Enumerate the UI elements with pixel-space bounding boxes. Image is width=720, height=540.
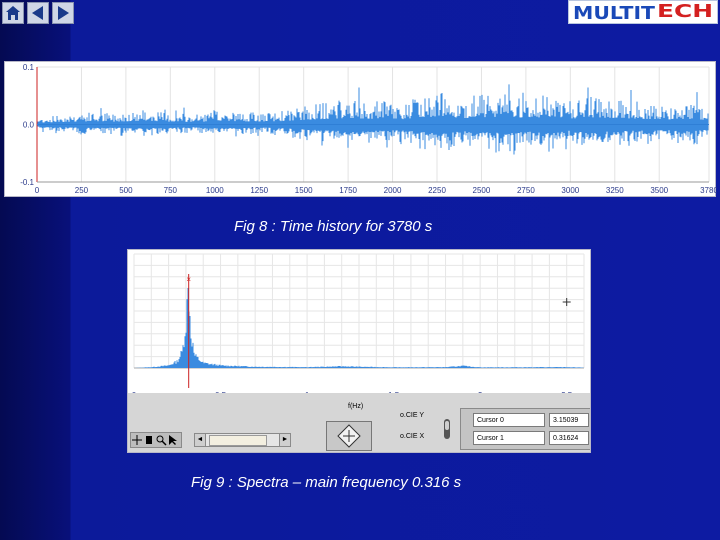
time-history-panel: 0 250 500 750 1000 1250 1500 1750 2000 2250 2500 27… [4, 61, 718, 197]
time-x-tick-label: 0 [35, 186, 40, 195]
multitech-logo: MULTIT ECH [568, 0, 718, 24]
axis-toggle-switch[interactable] [442, 417, 452, 441]
time-y-tick-label: -0.1 [20, 178, 34, 187]
cursor-1-value[interactable]: 0.31624 [549, 431, 589, 445]
time-x-tick-label: 750 [164, 186, 178, 195]
arrow-left-icon [32, 6, 43, 20]
time-x-tick-label: 2750 [517, 186, 535, 195]
time-x-tick-label: 1250 [250, 186, 268, 195]
logo-text-b: ECH [657, 1, 713, 22]
time-x-tick-label: 250 [75, 186, 89, 195]
time-x-tick-label: 3000 [561, 186, 579, 195]
hand-icon[interactable] [143, 433, 155, 447]
time-signal [37, 84, 709, 155]
caption-fig9: Fig 9 : Spectra – main frequency 0.316 s [191, 474, 462, 491]
navigation-bar [2, 2, 74, 24]
next-button[interactable] [52, 2, 74, 24]
caption-fig8: Fig 8 : Time history for 3780 s [234, 218, 433, 235]
time-x-tick-label: 1750 [339, 186, 357, 195]
logo-text-a: MULTIT [573, 3, 656, 23]
time-y-tick-label: 0.1 [23, 63, 35, 72]
scroll-right-arrow-icon[interactable]: ► [279, 434, 290, 446]
cursor-0-name[interactable]: Cursor 0 [473, 413, 545, 427]
home-button[interactable] [2, 2, 24, 24]
cursor-move-button[interactable] [326, 421, 372, 451]
diamond-arrows-icon [337, 424, 361, 448]
spectrum-panel: 00.511.522.5× f(Hz) ◄ ► [127, 249, 591, 453]
time-x-tick-label: 2250 [428, 186, 446, 195]
arrow-right-icon [58, 6, 69, 20]
time-y-tick-label: 0.0 [23, 121, 35, 130]
time-x-tick-label: 500 [119, 186, 133, 195]
cursor-legend: Cursor 0 3.15039 Cursor 1 0.31624 [460, 408, 590, 450]
freq-axis-label: f(Hz) [348, 403, 364, 410]
time-history-chart: 0 250 500 750 1000 1250 1500 1750 2000 2250 2500 27… [20, 63, 718, 195]
time-x-tick-label: 3250 [606, 186, 624, 195]
spectrum-signal [134, 288, 584, 368]
cursor-0-value[interactable]: 3.15039 [549, 413, 589, 427]
previous-button[interactable] [27, 2, 49, 24]
time-x-tick-label: 1000 [206, 186, 224, 195]
scroll-thumb[interactable] [209, 435, 267, 446]
cursor-marker-icon: × [186, 275, 191, 284]
time-x-tick-label: 3780 [700, 186, 717, 195]
spectrum-controls: f(Hz) ◄ ► [128, 393, 590, 452]
cursor-x-label: o.CIE X [400, 433, 425, 440]
home-icon [6, 6, 20, 20]
cursor-y-label: o.CIE Y [400, 412, 424, 419]
tool-palette [130, 432, 182, 448]
crosshair-icon[interactable] [131, 433, 143, 447]
cursor-1-name[interactable]: Cursor 1 [473, 431, 545, 445]
horizontal-scrollbar[interactable]: ◄ ► [194, 433, 291, 447]
zoom-icon[interactable] [155, 433, 167, 447]
time-x-tick-label: 2000 [384, 186, 402, 195]
time-x-tick-label: 1500 [295, 186, 313, 195]
time-x-tick-label: 3500 [650, 186, 668, 195]
spectrum-chart: 00.511.522.5× [132, 253, 585, 400]
scroll-left-arrow-icon[interactable]: ◄ [195, 434, 206, 446]
cursor-icon[interactable] [167, 433, 179, 447]
time-x-tick-label: 2500 [473, 186, 491, 195]
